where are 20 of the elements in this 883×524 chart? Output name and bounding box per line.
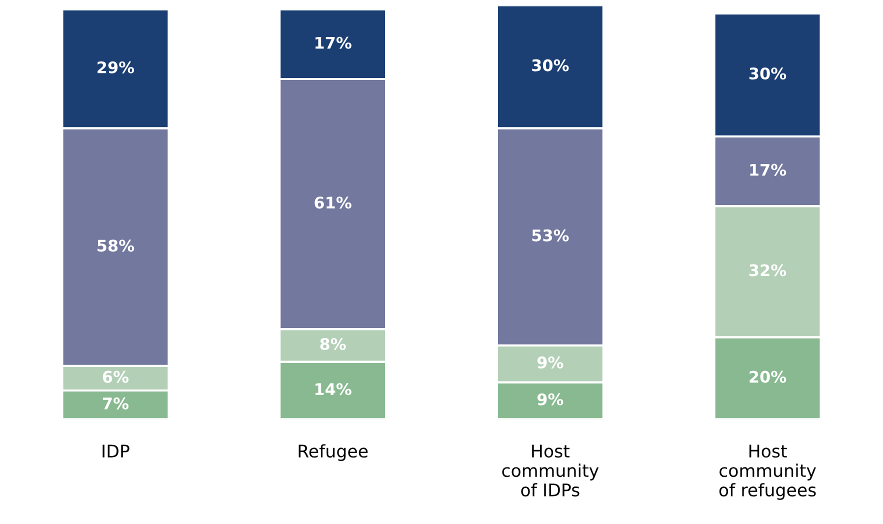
data-label: 61% (314, 196, 352, 209)
data-label: 7% (102, 397, 129, 410)
data-label: 9% (537, 356, 564, 369)
data-label: 30% (532, 59, 569, 72)
data-label: 32% (749, 264, 786, 276)
data-label: 8% (320, 338, 346, 350)
data-label: 9% (537, 393, 564, 406)
data-label: 58% (98, 240, 134, 252)
data-label: 17% (750, 164, 786, 176)
x-tick-label: Refugee (298, 444, 368, 461)
data-label: 53% (532, 229, 569, 242)
data-label: 20% (750, 370, 786, 383)
data-label: 6% (102, 370, 129, 383)
data-label: 14% (316, 383, 352, 396)
x-tick-label: IDP (102, 444, 130, 458)
data-label: 30% (749, 67, 786, 80)
x-tick-label: Host community of IDPs (502, 444, 599, 497)
x-tick-label: Host community of refugees (719, 444, 816, 500)
data-label: 29% (98, 61, 134, 74)
data-label: 17% (316, 36, 352, 49)
